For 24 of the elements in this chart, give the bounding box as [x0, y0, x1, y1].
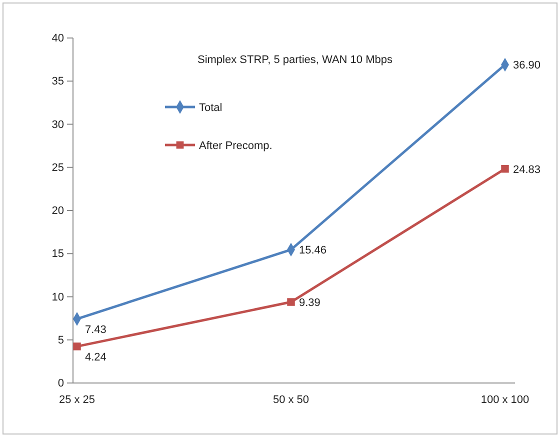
- y-tick-label: 15: [52, 248, 64, 260]
- data-label: 7.43: [85, 324, 106, 336]
- data-label: 24.83: [513, 164, 541, 176]
- point: [287, 298, 295, 306]
- data-label: 4.24: [85, 351, 106, 364]
- y-tick-label: 25: [52, 162, 64, 174]
- data-label: 36.90: [513, 60, 541, 72]
- point: [73, 342, 81, 350]
- data-label: 9.39: [299, 297, 320, 310]
- x-tick-label: 100 x 100: [480, 394, 530, 406]
- x-tick-label: 50 x 50: [272, 394, 310, 406]
- y-tick-label: 0: [58, 378, 64, 390]
- y-tick-label: 10: [52, 291, 64, 304]
- x-tick-label: 25 x 25: [58, 394, 96, 406]
- y-tick-label: 40: [52, 32, 64, 45]
- legend-label: After Precomp.: [199, 140, 272, 152]
- legend-label: Total: [199, 102, 222, 114]
- y-tick-label: 30: [52, 118, 64, 131]
- y-tick-label: 35: [52, 76, 64, 88]
- y-tick-label: 5: [58, 334, 64, 346]
- point: [501, 164, 509, 173]
- y-tick-label: 20: [52, 205, 64, 218]
- data-label: 15.46: [299, 244, 327, 257]
- text: Simplex STRP, 5 parties, WAN 10 Mbps: [197, 54, 394, 66]
